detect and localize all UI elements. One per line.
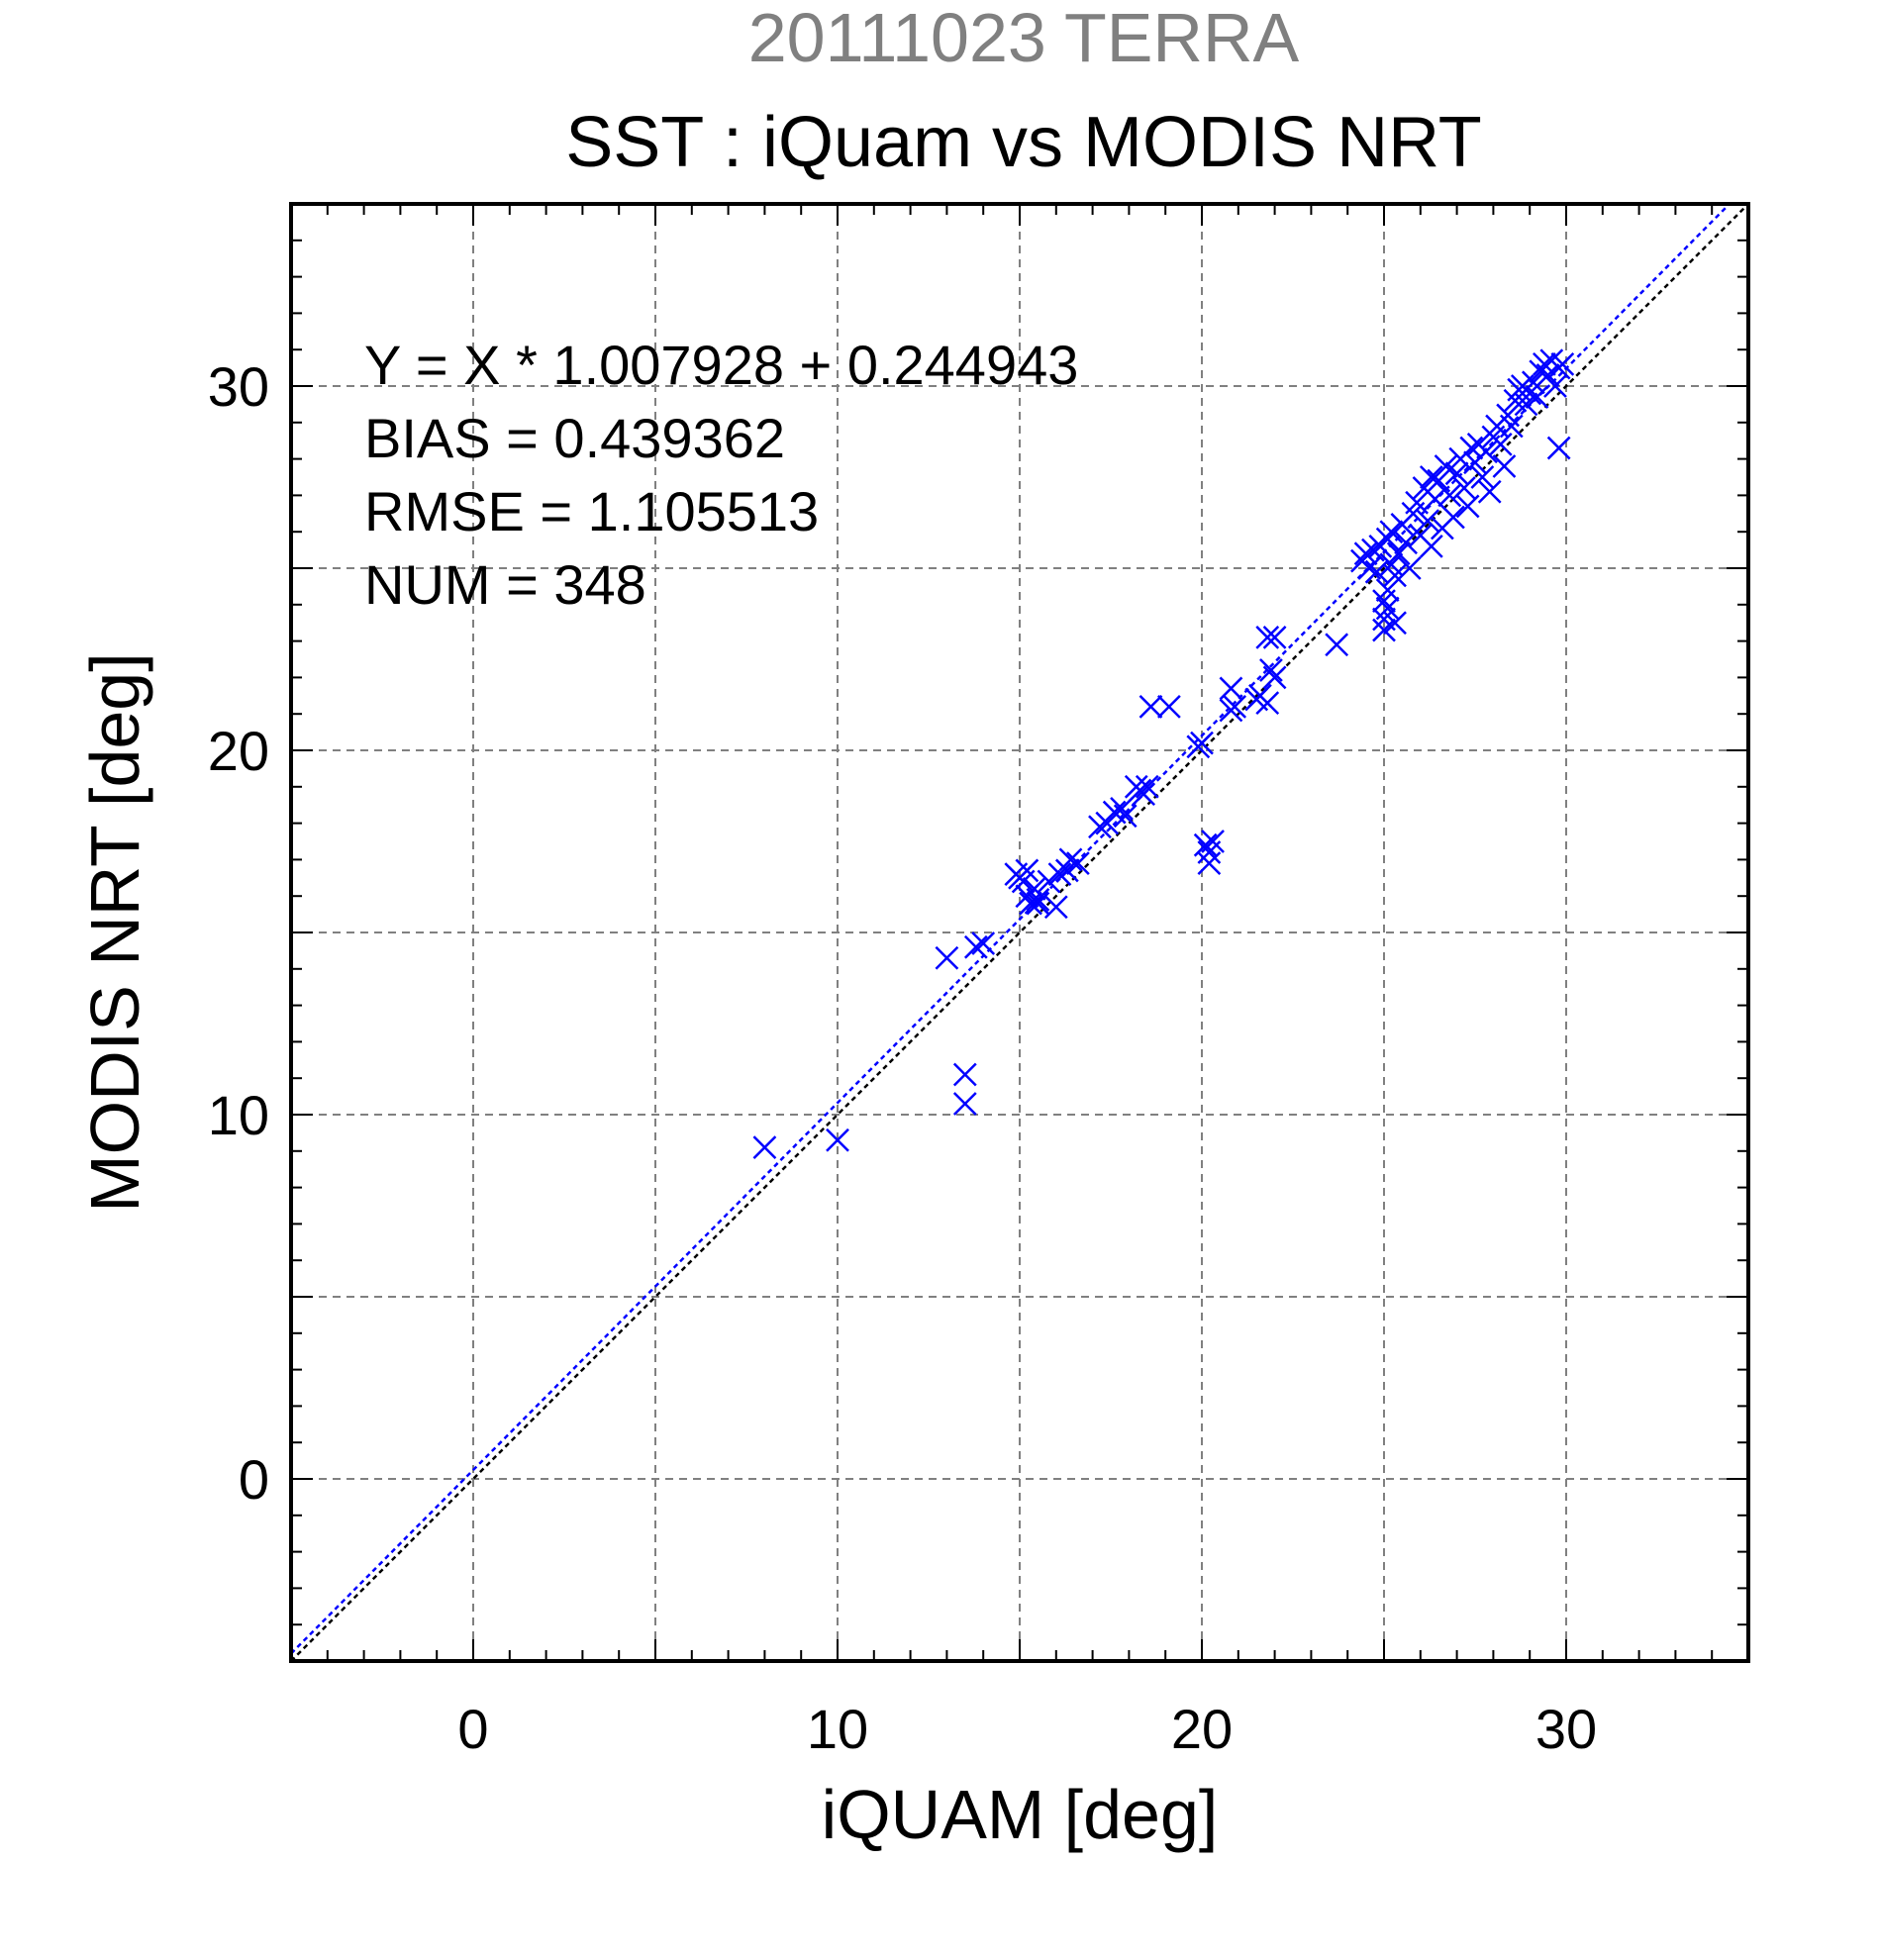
data-point-x-marker (1019, 891, 1042, 916)
data-point-x-marker (1394, 531, 1418, 555)
data-point-x-marker (1325, 633, 1349, 657)
data-point-x-marker (1488, 432, 1513, 456)
x-tick-label: 10 (807, 1698, 868, 1760)
data-point-x-marker (1419, 465, 1443, 489)
data-point-x-marker (1223, 694, 1247, 719)
data-point-x-marker (1255, 691, 1280, 716)
x-tick-label: 0 (457, 1698, 488, 1760)
data-point-x-marker (1197, 851, 1222, 875)
data-point-x-marker (1419, 535, 1443, 558)
x-axis-label: iQUAM [deg] (822, 1776, 1219, 1853)
data-point-x-marker (1470, 465, 1495, 489)
data-point-x-marker (1219, 676, 1243, 701)
regression-equation: Y = X * 1.007928 + 0.244943 (364, 334, 1078, 396)
x-tick-label: 20 (1171, 1698, 1233, 1760)
data-point-x-marker (1550, 352, 1575, 376)
num-stat: NUM = 348 (364, 553, 646, 616)
data-point-x-marker (1353, 541, 1378, 566)
data-point-x-marker (1113, 804, 1138, 829)
data-point-x-marker (1255, 626, 1280, 649)
data-point-x-marker (1416, 509, 1440, 534)
data-point-x-marker (1477, 479, 1502, 504)
data-point-x-marker (1259, 658, 1283, 682)
data-point-x-marker (1423, 487, 1447, 511)
data-point-x-marker (1262, 626, 1287, 649)
y-tick-label: 0 (239, 1448, 269, 1511)
data-point-x-marker (1065, 851, 1090, 875)
data-point-x-marker (1364, 559, 1389, 584)
data-point-x-marker (1434, 454, 1458, 478)
data-point-x-marker (1546, 436, 1571, 460)
data-point-x-marker (1383, 611, 1407, 636)
data-point-x-marker (1262, 665, 1287, 690)
data-point-x-marker (1521, 370, 1545, 395)
data-point-x-marker (1405, 490, 1430, 515)
data-point-x-marker (1474, 440, 1498, 464)
data-point-x-marker (1193, 833, 1218, 857)
data-point-x-marker (1535, 363, 1560, 387)
data-point-x-marker (826, 1127, 849, 1152)
data-point-x-marker (963, 934, 988, 959)
data-point-x-marker (1201, 830, 1225, 853)
data-point-x-marker (752, 1135, 777, 1160)
data-point-x-marker (1047, 862, 1072, 887)
identity-line (291, 204, 1748, 1661)
data-point-x-marker (1499, 414, 1524, 439)
fit-lines (291, 204, 1748, 1661)
data-point-x-marker (1459, 436, 1484, 460)
data-point-x-marker (1043, 895, 1068, 920)
data-point-x-marker (1525, 385, 1549, 409)
y-axis-label: MODIS NRT [deg] (76, 652, 153, 1212)
data-point-x-marker (1361, 538, 1385, 562)
chart-title: SST : iQuam vs MODIS NRT (565, 103, 1482, 182)
rmse-stat: RMSE = 1.105513 (364, 480, 819, 542)
plot-frame (289, 202, 1750, 1663)
data-point-x-marker (1455, 494, 1480, 519)
data-point-x-marker (1492, 454, 1517, 478)
data-point-x-marker (1058, 847, 1083, 872)
data-point-x-marker (1452, 476, 1476, 500)
data-point-x-marker (1037, 869, 1061, 894)
data-point-x-marker (1372, 618, 1396, 642)
data-point-x-marker (1441, 505, 1465, 530)
data-point-x-marker (935, 945, 959, 970)
data-point-x-marker (1132, 782, 1156, 807)
data-point-x-marker (1015, 858, 1040, 883)
data-point-x-marker (971, 931, 996, 955)
chart-header: 20111023 TERRA (748, 0, 1300, 76)
grid (291, 204, 1748, 1661)
data-point-x-marker (1357, 556, 1382, 580)
data-point-x-marker (1386, 541, 1411, 566)
y-tick-label: 20 (208, 720, 269, 782)
stats-box: Y = X * 1.007928 + 0.244943 BIAS = 0.439… (364, 334, 1078, 616)
data-point-x-marker (1138, 694, 1163, 719)
data-point-x-marker (1543, 374, 1567, 398)
data-points (752, 348, 1575, 1160)
data-point-x-marker (1383, 563, 1407, 588)
tick-labels: 0 0 10 10 20 20 30 30 (208, 355, 1597, 1760)
y-tick-label: 30 (208, 355, 269, 418)
data-point-x-marker (1375, 578, 1400, 602)
y-tick-label: 10 (208, 1084, 269, 1146)
data-point-x-marker (1444, 461, 1469, 486)
data-point-x-marker (1437, 483, 1462, 508)
data-point-x-marker (952, 1092, 977, 1116)
x-tick-label: 30 (1535, 1698, 1597, 1760)
data-point-x-marker (1135, 774, 1159, 799)
data-point-x-marker (1397, 556, 1422, 580)
data-point-x-marker (1427, 468, 1451, 493)
data-point-x-marker (1156, 694, 1181, 719)
data-point-x-marker (1110, 796, 1134, 821)
data-point-x-marker (1379, 520, 1404, 544)
data-point-x-marker (1190, 731, 1214, 755)
data-point-x-marker (1026, 887, 1050, 912)
bias-stat: BIAS = 0.439362 (364, 407, 785, 469)
regression-line (291, 204, 1732, 1655)
data-point-x-marker (1375, 596, 1400, 621)
data-point-x-marker (952, 1062, 977, 1087)
data-point-x-marker (1026, 891, 1050, 916)
